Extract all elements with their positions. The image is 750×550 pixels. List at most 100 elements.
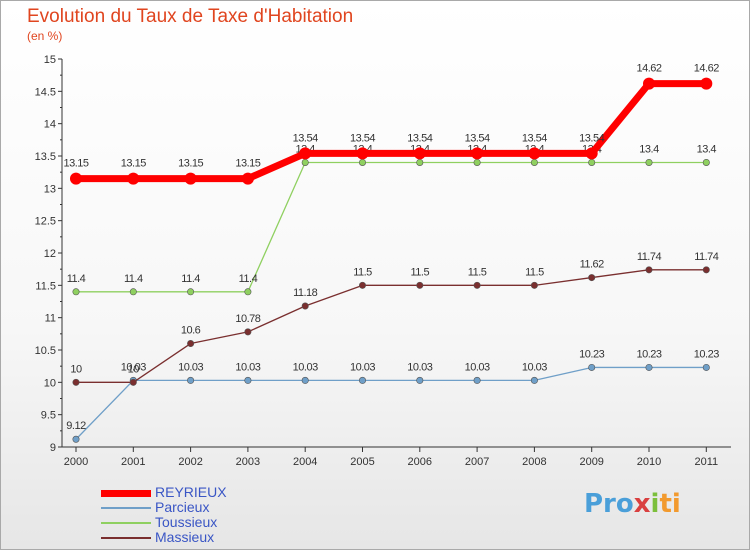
data-point-reyrieux [413, 147, 426, 160]
data-point-massieux [588, 274, 596, 282]
y-tick-label: 12.5 [35, 216, 56, 228]
data-point-massieux [473, 281, 481, 289]
data-point-toussieux [645, 158, 653, 166]
y-tick-label: 13 [44, 183, 56, 195]
data-point-toussieux [301, 158, 309, 166]
legend-swatch-parcieux [101, 507, 151, 509]
data-point-parcieux [187, 376, 195, 384]
data-point-reyrieux [471, 147, 484, 160]
y-tick-label: 13.5 [35, 151, 56, 163]
data-point-toussieux [702, 158, 710, 166]
x-tick-label: 2005 [350, 456, 374, 468]
data-label-toussieux: 11.4 [67, 273, 86, 285]
data-label-massieux: 10.6 [181, 325, 201, 337]
series-line-massieux [75, 269, 707, 383]
data-label-reyrieux: 13.15 [235, 158, 260, 170]
data-label-toussieux: 13.4 [639, 143, 659, 155]
legend-swatch-massieux [101, 537, 151, 539]
data-label-massieux: 11.74 [694, 251, 719, 263]
x-tick-label: 2011 [694, 456, 718, 468]
logo-part-4: ti [659, 489, 681, 519]
data-point-reyrieux [356, 147, 369, 160]
data-point-toussieux [588, 158, 596, 166]
legend-swatch-toussieux [101, 522, 151, 524]
data-point-reyrieux [643, 77, 655, 90]
data-point-toussieux [358, 158, 366, 166]
data-point-parcieux [301, 376, 309, 384]
data-point-reyrieux [184, 172, 197, 185]
x-tick-label: 2007 [465, 456, 489, 468]
data-point-massieux [645, 266, 653, 274]
data-point-parcieux [244, 376, 252, 384]
data-label-reyrieux: 14.62 [694, 63, 719, 75]
x-tick-label: 2000 [64, 456, 88, 468]
data-label-toussieux: 11.4 [239, 273, 258, 285]
data-point-massieux [358, 281, 366, 289]
data-point-reyrieux [585, 147, 598, 160]
data-label-massieux: 11.5 [353, 266, 372, 278]
series-line-parcieux [75, 366, 707, 440]
data-label-parcieux: 10.23 [636, 348, 661, 360]
legend-label-reyrieux: REYRIEUX [155, 484, 227, 500]
data-point-toussieux [129, 288, 137, 296]
data-point-toussieux [416, 158, 424, 166]
data-label-reyrieux: 14.62 [636, 63, 661, 75]
data-label-reyrieux: 13.15 [178, 158, 203, 170]
legend-swatch-reyrieux [101, 489, 151, 497]
chart-subtitle: (en %) [27, 29, 63, 43]
data-label-reyrieux: 13.15 [121, 158, 146, 170]
data-point-reyrieux [127, 172, 140, 185]
y-tick-label: 11 [45, 313, 56, 325]
data-label-parcieux: 10.03 [121, 361, 146, 373]
data-point-reyrieux [70, 172, 82, 185]
data-label-parcieux: 10.03 [293, 361, 318, 373]
legend-label-parcieux: Parcieux [155, 499, 210, 515]
y-tick-label: 11.5 [35, 280, 56, 292]
logo-part-1: Pro [584, 489, 634, 519]
x-tick-label: 2010 [637, 456, 661, 468]
data-point-parcieux [473, 376, 481, 384]
y-tick-label: 14 [44, 119, 56, 131]
data-label-parcieux: 9.12 [66, 420, 86, 432]
data-point-reyrieux [700, 77, 713, 90]
data-label-parcieux: 10.03 [350, 361, 375, 373]
data-point-parcieux [72, 435, 80, 443]
data-point-massieux [530, 281, 538, 289]
data-point-massieux [301, 302, 309, 310]
legend-label-toussieux: Toussieux [155, 514, 218, 530]
series-line-reyrieux [72, 80, 710, 183]
data-label-parcieux: 10.23 [694, 348, 719, 360]
data-point-parcieux [702, 363, 710, 371]
data-label-massieux: 11.5 [525, 266, 544, 278]
data-point-massieux [72, 378, 80, 386]
data-label-reyrieux: 13.15 [63, 158, 88, 170]
legend-label-massieux: Massieux [155, 529, 215, 545]
data-point-massieux [416, 281, 424, 289]
logo-part-2: x [633, 489, 651, 519]
chart-title: Evolution du Taux de Taxe d'Habitation [27, 6, 354, 27]
data-label-reyrieux: 13.54 [522, 132, 547, 144]
series-line-toussieux [75, 161, 707, 293]
data-label-reyrieux: 13.54 [293, 132, 318, 144]
data-label-toussieux: 11.4 [124, 273, 143, 285]
data-label-massieux: 11.74 [637, 251, 662, 263]
data-label-parcieux: 10.03 [178, 361, 203, 373]
data-label-massieux: 10.78 [235, 313, 260, 325]
data-label-toussieux: 11.4 [181, 273, 200, 285]
data-label-reyrieux: 13.54 [407, 132, 432, 144]
data-point-reyrieux [241, 172, 254, 185]
x-tick-label: 2001 [121, 456, 145, 468]
data-point-toussieux [244, 288, 252, 296]
data-label-massieux: 11.62 [580, 259, 605, 271]
data-label-parcieux: 10.23 [579, 348, 604, 360]
data-label-reyrieux: 13.54 [350, 132, 375, 144]
logo-part-3: i [650, 489, 660, 519]
data-label-massieux: 10 [70, 363, 82, 375]
data-point-parcieux [530, 376, 538, 384]
y-tick-label: 15 [44, 54, 56, 66]
y-tick-label: 14.5 [35, 86, 56, 98]
data-label-reyrieux: 13.54 [579, 132, 604, 144]
data-label-toussieux: 13.4 [697, 143, 717, 155]
y-tick-label: 10.5 [35, 345, 56, 357]
